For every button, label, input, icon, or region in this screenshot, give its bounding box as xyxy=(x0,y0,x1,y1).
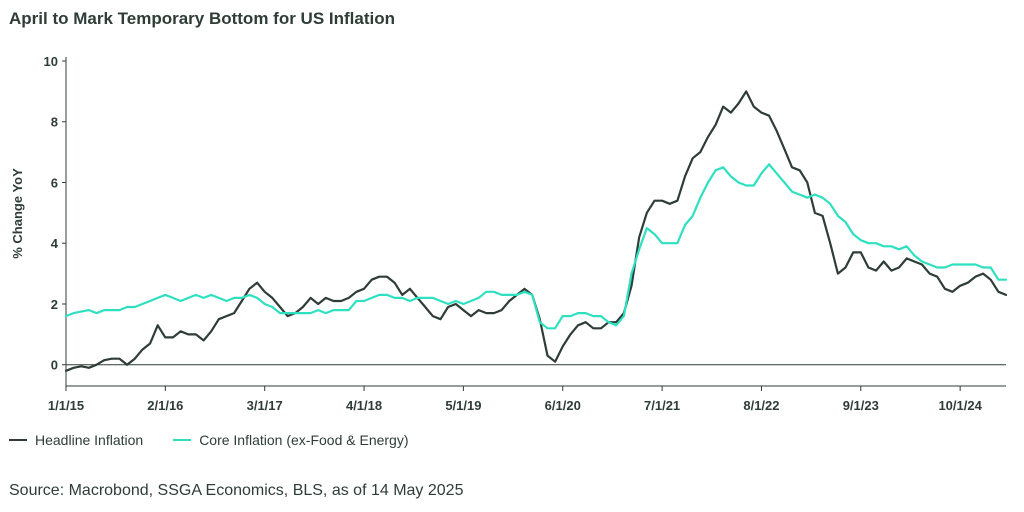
x-tick-label: 5/1/19 xyxy=(445,398,481,413)
x-tick-label: 2/1/16 xyxy=(147,398,183,413)
x-tick-label: 3/1/17 xyxy=(247,398,283,413)
x-tick-label: 4/1/18 xyxy=(346,398,382,413)
y-tick-label: 2 xyxy=(51,297,58,312)
y-tick-label: 0 xyxy=(51,358,58,373)
legend-swatch-headline xyxy=(9,439,27,441)
series-line-core-inflation xyxy=(64,163,1008,330)
source-note: Source: Macrobond, SSGA Economics, BLS, … xyxy=(9,482,464,499)
chart-title: April to Mark Temporary Bottom for US In… xyxy=(9,9,395,28)
x-tick-label: 1/1/15 xyxy=(48,398,84,413)
legend-item-core: Core Inflation (ex-Food & Energy) xyxy=(173,432,409,448)
x-tick-label: 8/1/22 xyxy=(743,398,779,413)
x-tick-label: 9/1/23 xyxy=(843,398,879,413)
legend-label-headline: Headline Inflation xyxy=(35,432,144,448)
y-tick-label: 4 xyxy=(51,236,59,251)
x-tick-label: 7/1/21 xyxy=(644,398,680,413)
series-layer xyxy=(64,90,1008,372)
chart-canvas: 0 2 4 6 8 10 % Change YoY 1/1/15 2/1/16 3/1/17 4/1… xyxy=(10,54,1008,413)
y-tick-label: 10 xyxy=(44,54,58,69)
y-tick-label: 8 xyxy=(51,115,58,130)
legend-item-headline: Headline Inflation xyxy=(9,432,143,448)
y-tick-label: 6 xyxy=(51,175,58,190)
legend-swatch-core xyxy=(173,439,192,441)
axes: 0 2 4 6 8 10 % Change YoY 1/1/15 2/1/16 3/1/17 4/1… xyxy=(10,54,1006,413)
y-axis-title: % Change YoY xyxy=(10,168,25,259)
legend: Headline Inflation Core Inflation (ex-Fo… xyxy=(9,432,409,448)
series-line-headline-inflation xyxy=(64,90,1008,372)
legend-label-core: Core Inflation (ex-Food & Energy) xyxy=(199,432,409,448)
x-tick-label: 6/1/20 xyxy=(545,398,581,413)
x-tick-label: 10/1/24 xyxy=(938,398,982,413)
